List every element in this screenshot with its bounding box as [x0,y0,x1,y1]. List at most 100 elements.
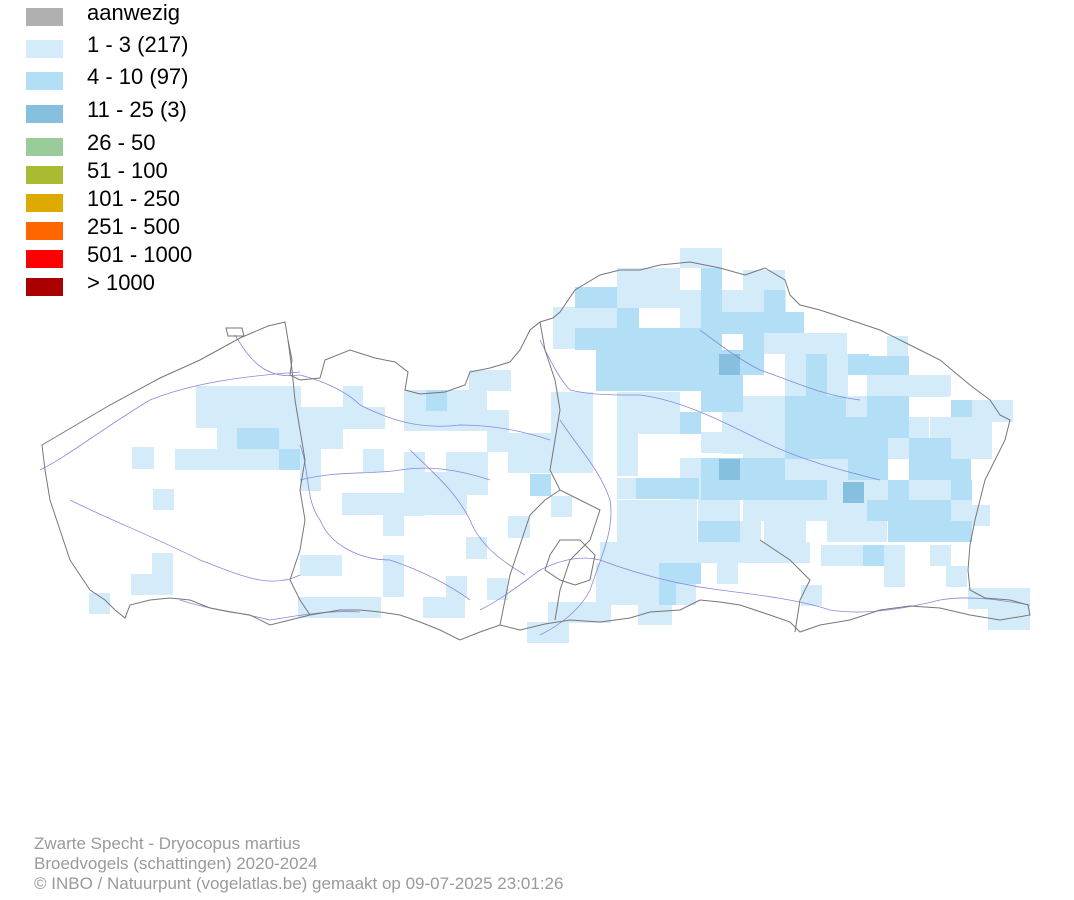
grid-cell [764,290,785,312]
grid-cell [527,622,569,643]
river [359,404,551,441]
grid-cell [740,521,761,542]
grid-cell [743,500,868,521]
grid-cell [785,480,827,501]
legend-label: 251 - 500 [87,214,180,239]
grid-cell [951,400,972,421]
legend-label: 101 - 250 [87,186,180,211]
legend-item-101-250: 101 - 250 [26,186,326,212]
legend-swatch [26,8,63,26]
grid-cell [698,458,785,500]
river [539,339,641,396]
grid-cell [383,514,404,536]
grid-cell [867,356,909,377]
grid-cell [806,354,827,396]
grid-cell [617,500,697,542]
legend-item-1-3: 1 - 3 (217) [26,32,326,58]
grid-cell [698,521,740,542]
grid-cell [446,576,467,597]
grid-cell [930,545,951,566]
province-border [287,339,311,616]
grid-cell [343,407,385,429]
grid-cell [909,480,951,501]
grid-cell [551,496,572,517]
grid-cell [701,432,722,453]
legend-label: 1 - 3 (217) [87,32,189,57]
grid-cell [884,545,905,587]
river [234,334,361,406]
legend-swatch [26,250,63,268]
legend-label: aanwezig [87,0,180,25]
grid-cell [487,578,508,600]
dataset-subtitle: Broedvogels (schattingen) 2020-2024 [34,854,318,873]
grid-cell [909,417,929,438]
grid-cell [279,428,343,449]
grid-cell [469,370,511,391]
grid-cell [363,449,384,472]
grid-cell [175,449,300,470]
grid-cell [743,396,785,459]
grid-cell [930,417,972,438]
grid-cell [590,602,611,623]
legend-item-present: aanwezig [26,0,326,26]
grid-cell [279,449,300,470]
grid-cell [638,412,680,434]
grid-cell [617,563,659,584]
grid-cell [717,563,738,584]
province-border [225,327,245,337]
grid-cell [638,605,672,625]
grid-cell [968,588,1030,609]
grid-cell [972,417,992,459]
river [599,559,831,611]
grid-cell [131,574,173,595]
grid-cell [132,447,154,469]
grid-cell [719,459,740,480]
grid-cell [843,482,864,503]
grid-cell [152,553,173,574]
grid-cell [930,521,972,542]
grid-cell [988,609,1030,630]
grid-cell [617,478,638,499]
grid-cell [617,434,638,476]
river [479,557,601,611]
legend-swatch [26,105,63,123]
grid-cell [600,542,810,563]
grid-cell [848,354,869,375]
grid-cell [383,555,404,597]
species-title: Zwarte Specht - Dryocopus martius [34,834,301,853]
legend-label: 4 - 10 (97) [87,64,189,89]
grid-cell [785,459,827,480]
grid-cell [153,489,174,510]
legend-item-251-500: 251 - 500 [26,214,326,240]
grid-cell [801,585,822,606]
river [299,467,491,481]
grid-cell [426,390,447,411]
grid-cell [764,521,785,542]
grid-cell [719,354,740,375]
legend-item-4-10: 4 - 10 (97) [26,64,326,90]
grid-cell [659,563,701,584]
grid-cell [951,480,972,501]
grid-cell [617,584,659,605]
province-border [544,539,596,586]
grid-cell [89,593,110,614]
province-border [759,539,811,633]
river [539,419,612,636]
grid-cell [530,474,551,496]
grid-cell [888,521,930,542]
grid-cell [909,375,930,396]
grid-cell [508,516,530,538]
grid-cells [89,248,1030,643]
grid-cell [342,493,467,515]
grid-cell [722,312,804,334]
grid-cell [846,396,867,417]
legend-swatch [26,194,63,212]
legend-swatch [26,138,63,156]
legend-swatch [26,278,63,296]
grid-cell [680,329,701,391]
grid-cell [785,521,806,542]
grid-cell [946,566,967,587]
grid-cell [636,478,657,499]
grid-cell [701,268,722,352]
grid-cell [659,584,676,605]
